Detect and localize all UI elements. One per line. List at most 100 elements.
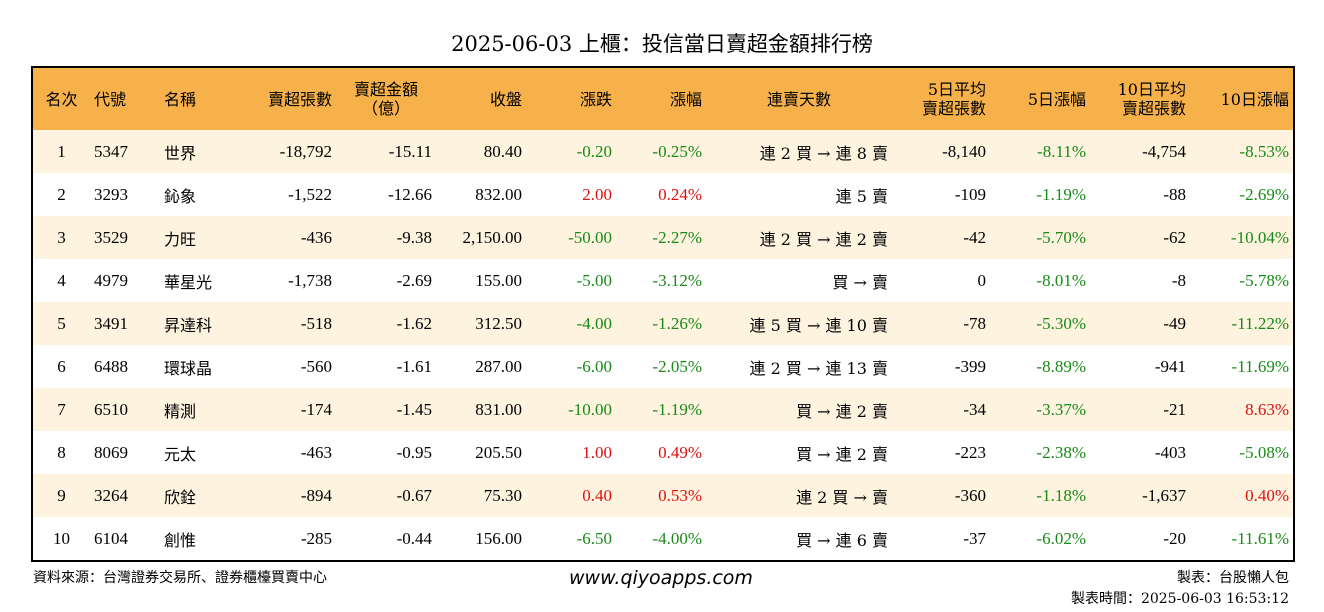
- table-row: 10 6104 創惟 -285 -0.44 156.00 -6.50 -4.00% 買 → 連 …: [32, 517, 1294, 561]
- header-pct10: 10日漲幅: [1220, 89, 1289, 109]
- cell-pct5: -2.38%: [1036, 442, 1086, 462]
- cell-streak: 連 2 買 → 連 13 賣: [749, 358, 888, 378]
- cell-pct10: -8.53%: [1239, 141, 1289, 161]
- table-row: 6 6488 環球晶 -560 -1.61 287.00 -6.00 -2.05% 連 2 買 …: [32, 345, 1294, 388]
- cell-pct10: -5.78%: [1239, 270, 1289, 290]
- cell-pct: 0.49%: [658, 442, 702, 462]
- cell-pct5: -5.70%: [1036, 227, 1086, 247]
- cell-pct5: -1.19%: [1036, 184, 1086, 204]
- footer-source: 資料來源：台灣證券交易所、證券櫃檯買賣中心: [33, 570, 327, 586]
- cell-code: 8069: [94, 442, 128, 462]
- cell-pct: -3.12%: [652, 270, 702, 290]
- cell-pct: -2.05%: [652, 356, 702, 376]
- header-change: 漲跌: [579, 89, 612, 109]
- cell-pct10: -11.69%: [1231, 356, 1289, 376]
- header-pct: 漲幅: [669, 89, 702, 109]
- cell-sell-amount: -1.62: [396, 313, 432, 333]
- header-close: 收盤: [489, 89, 522, 109]
- cell-code: 5347: [94, 141, 128, 161]
- cell-avg10: -1,637: [1142, 485, 1186, 505]
- cell-rank: 10: [53, 528, 70, 548]
- cell-name: 元太: [164, 444, 197, 464]
- footer-website[interactable]: www.qiyoapps.com: [569, 567, 753, 589]
- cell-rank: 1: [57, 141, 66, 161]
- cell-sell-shares: -174: [300, 399, 332, 419]
- table-header: 名次 代號 名稱 賣超張數 賣超金額 （億） 收盤 漲跌 漲幅 連賣天數 5日平…: [32, 67, 1294, 130]
- header-avg10: 10日平均 賣超張數: [1090, 67, 1190, 130]
- cell-streak: 買 → 連 2 賣: [796, 401, 888, 421]
- cell-code: 6104: [94, 528, 128, 548]
- header-sell-amount-line1: 賣超金額: [353, 80, 418, 99]
- page-title: 2025-06-03 上櫃：投信當日賣超金額排行榜: [451, 32, 873, 56]
- cell-sell-amount: -12.66: [388, 184, 432, 204]
- table-row: 5 3491 昇達科 -518 -1.62 312.50 -4.00 -1.26% 連 5 買 …: [32, 302, 1294, 345]
- table-row: 8 8069 元太 -463 -0.95 205.50 1.00 0.49% 買 → 連 2 賣…: [32, 431, 1294, 474]
- cell-pct: -2.27%: [652, 227, 702, 247]
- cell-rank: 5: [57, 313, 66, 333]
- header-rank: 名次: [45, 89, 78, 109]
- cell-pct: -1.19%: [652, 399, 702, 419]
- header-name: 名稱: [164, 89, 197, 109]
- cell-avg10: -403: [1154, 442, 1186, 462]
- cell-pct10: -2.69%: [1239, 184, 1289, 204]
- table-row: 7 6510 精測 -174 -1.45 831.00 -10.00 -1.19% 買 → 連 …: [32, 388, 1294, 431]
- cell-rank: 3: [57, 227, 66, 247]
- cell-pct5: -1.18%: [1036, 485, 1086, 505]
- cell-sell-amount: -0.44: [396, 528, 432, 548]
- cell-change: -6.50: [576, 528, 612, 548]
- cell-streak: 買 → 賣: [832, 272, 888, 292]
- cell-avg5: -42: [963, 227, 986, 247]
- cell-pct5: -8.01%: [1036, 270, 1086, 290]
- cell-avg10: -20: [1163, 528, 1186, 548]
- cell-pct5: -5.30%: [1036, 313, 1086, 333]
- cell-avg10: -88: [1163, 184, 1186, 204]
- table-row: 3 3529 力旺 -436 -9.38 2,150.00 -50.00 -2.27% 連 2 …: [32, 216, 1294, 259]
- cell-change: 2.00: [582, 184, 612, 204]
- cell-pct10: 8.63%: [1245, 399, 1289, 419]
- cell-streak: 連 2 買 → 連 2 賣: [759, 229, 888, 249]
- cell-avg10: -49: [1163, 313, 1186, 333]
- cell-pct10: -11.61%: [1231, 528, 1289, 548]
- cell-change: 0.40: [582, 485, 612, 505]
- cell-change: 1.00: [582, 442, 612, 462]
- header-avg10-line2: 賣超張數: [1121, 99, 1186, 118]
- cell-pct: -1.26%: [652, 313, 702, 333]
- cell-avg5: -360: [954, 485, 986, 505]
- cell-name: 精測: [164, 401, 197, 421]
- cell-streak: 連 5 賣: [835, 186, 888, 206]
- cell-sell-shares: -894: [300, 485, 332, 505]
- cell-rank: 9: [57, 485, 66, 505]
- cell-sell-shares: -436: [300, 227, 332, 247]
- table-row: 4 4979 華星光 -1,738 -2.69 155.00 -5.00 -3.12% 買 → …: [32, 259, 1294, 302]
- table-body: 1 5347 世界 -18,792 -15.11 80.40 -0.20 -0.25% 連 2 …: [32, 130, 1294, 561]
- cell-sell-shares: -560: [300, 356, 332, 376]
- cell-code: 4979: [94, 270, 128, 290]
- cell-sell-amount: -9.38: [396, 227, 432, 247]
- cell-name: 欣銓: [164, 487, 197, 507]
- header-avg10-line1: 10日平均: [1117, 80, 1186, 99]
- cell-avg5: -109: [954, 184, 986, 204]
- cell-avg5: -34: [963, 399, 986, 419]
- cell-avg5: 0: [977, 270, 987, 290]
- cell-pct10: -11.22%: [1231, 313, 1289, 333]
- cell-pct5: -6.02%: [1036, 528, 1086, 548]
- cell-rank: 8: [57, 442, 66, 462]
- cell-avg10: -62: [1163, 227, 1186, 247]
- cell-streak: 連 2 買 → 連 8 賣: [759, 143, 888, 163]
- cell-avg10: -8: [1171, 270, 1186, 290]
- table-row: 9 3264 欣銓 -894 -0.67 75.30 0.40 0.53% 連 2 買 → 賣 -…: [32, 474, 1294, 517]
- header-avg5-line1: 5日平均: [927, 80, 986, 99]
- ranking-table: 名次 代號 名稱 賣超張數 賣超金額 （億） 收盤 漲跌 漲幅 連賣天數 5日平…: [31, 66, 1295, 562]
- cell-change: -50.00: [568, 227, 612, 247]
- cell-sell-shares: -518: [300, 313, 332, 333]
- header-avg5: 5日平均 賣超張數: [892, 67, 990, 130]
- table-row: 2 3293 鈊象 -1,522 -12.66 832.00 2.00 0.24% 連 5 賣 -…: [32, 173, 1294, 216]
- cell-sell-amount: -1.45: [396, 399, 432, 419]
- cell-avg10: -21: [1163, 399, 1186, 419]
- cell-close: 832.00: [475, 184, 522, 204]
- cell-rank: 2: [57, 184, 66, 204]
- cell-close: 155.00: [475, 270, 522, 290]
- cell-pct: -4.00%: [652, 528, 702, 548]
- cell-streak: 買 → 連 6 賣: [796, 530, 888, 550]
- cell-pct5: -8.89%: [1036, 356, 1086, 376]
